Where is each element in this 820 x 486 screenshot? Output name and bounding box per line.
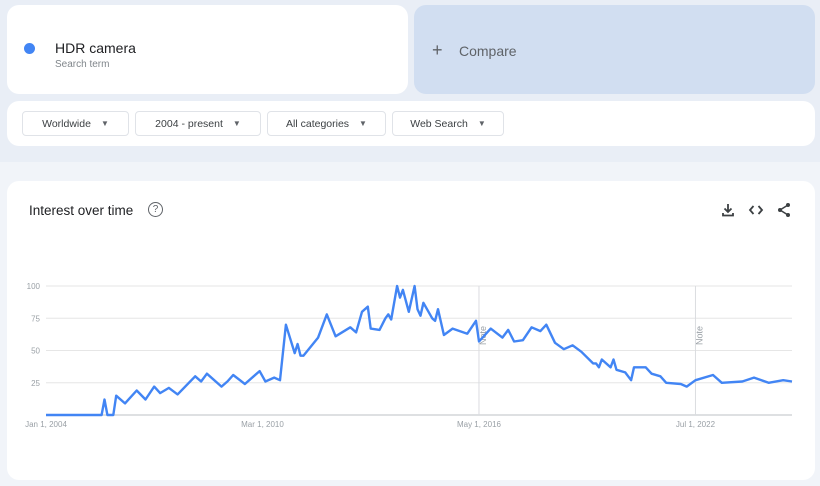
search-term-subtitle: Search term (55, 59, 110, 70)
panel-title: Interest over time (29, 203, 134, 218)
x-tick-label: Jul 1, 2022 (676, 420, 716, 429)
search-type-dropdown[interactable]: Web Search ▼ (392, 111, 504, 136)
caret-down-icon: ▼ (359, 119, 367, 128)
search-term-card[interactable]: HDR camera Search term (7, 5, 408, 94)
filter-bar: Worldwide ▼ 2004 - present ▼ All categorie… (7, 101, 815, 146)
compare-label: Compare (459, 43, 517, 59)
compare-button[interactable]: + Compare (414, 5, 815, 94)
y-tick-label: 25 (31, 379, 40, 388)
region-dropdown[interactable]: Worldwide ▼ (22, 111, 129, 136)
share-icon[interactable] (776, 202, 792, 218)
x-tick-label: Jan 1, 2004 (25, 420, 67, 429)
dropdown-label: 2004 - present (155, 117, 223, 130)
time-range-dropdown[interactable]: 2004 - present ▼ (135, 111, 261, 136)
y-tick-label: 75 (31, 314, 40, 323)
note-label: Note (694, 326, 704, 345)
plus-icon: + (432, 40, 443, 60)
help-circle-icon[interactable]: ? (148, 202, 163, 217)
y-tick-label: 50 (31, 347, 40, 356)
series-color-dot (24, 43, 35, 54)
caret-down-icon: ▼ (232, 119, 241, 128)
category-dropdown[interactable]: All categories ▼ (267, 111, 386, 136)
download-icon[interactable] (720, 202, 736, 218)
search-term-name[interactable]: HDR camera (55, 40, 136, 56)
caret-down-icon: ▼ (477, 119, 486, 128)
dropdown-label: Worldwide (42, 117, 91, 130)
x-tick-label: Mar 1, 2010 (241, 420, 284, 429)
caret-down-icon: ▼ (100, 119, 109, 128)
interest-over-time-panel: Interest over time ? (7, 181, 815, 480)
x-tick-label: May 1, 2016 (457, 420, 502, 429)
y-tick-label: 100 (27, 282, 41, 291)
series-line-hdr-camera (46, 284, 793, 417)
embed-code-icon[interactable] (748, 202, 764, 218)
dropdown-label: Web Search (410, 117, 468, 130)
dropdown-label: All categories (286, 117, 350, 130)
